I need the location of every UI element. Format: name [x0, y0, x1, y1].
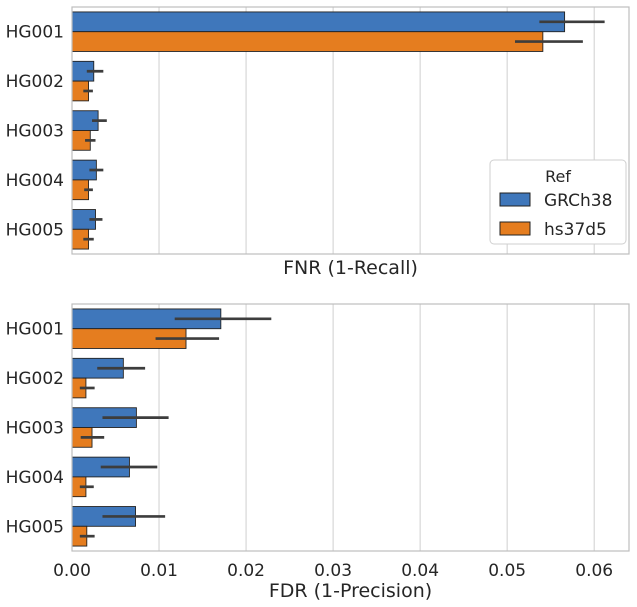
category-label-hg004: HG004 — [6, 468, 64, 488]
legend-swatch-grch38 — [499, 192, 531, 207]
x-tick-label: 0.06 — [575, 561, 613, 581]
category-label-hg004: HG004 — [6, 171, 64, 191]
category-label-hg003: HG003 — [6, 419, 64, 439]
legend: Ref GRCh38 hs37d5 — [489, 159, 627, 245]
legend-swatch-hs37d5 — [499, 221, 531, 236]
plot-frame — [71, 6, 630, 255]
category-label-hg003: HG003 — [6, 122, 64, 142]
bar-grch38-hg001 — [71, 11, 566, 33]
x-tick-label: 0.04 — [401, 561, 439, 581]
x-tick-label: 0.01 — [140, 561, 178, 581]
x-tick-label: 0.05 — [488, 561, 526, 581]
x-tick-label: 0.02 — [227, 561, 265, 581]
legend-title: Ref — [545, 167, 571, 186]
x-axis-label: FNR (1-Recall) — [283, 257, 418, 279]
category-label-hg001: HG001 — [6, 23, 64, 43]
category-label-hg002: HG002 — [6, 369, 64, 389]
category-label-hg005: HG005 — [6, 517, 64, 537]
legend-label-hs37d5: hs37d5 — [544, 220, 607, 240]
x-tick-label: 0.00 — [53, 561, 91, 581]
fnr-panel: HG001 HG002 HG003 HG004 HG005 FNR (1-Recall) — [6, 6, 630, 279]
bar-hs37d5-hg001 — [71, 31, 544, 52]
category-label-hg002: HG002 — [6, 72, 64, 92]
fdr-panel: HG001 HG002 HG003 HG004 HG005 0.00 0.01 0.02 0.0… — [6, 303, 630, 602]
x-tick-label: 0.03 — [314, 561, 352, 581]
legend-label-grch38: GRCh38 — [544, 191, 612, 211]
category-label-hg005: HG005 — [6, 220, 64, 240]
plot-frame — [71, 303, 630, 552]
category-label-hg001: HG001 — [6, 320, 64, 340]
x-axis-label: FDR (1-Precision) — [269, 580, 432, 602]
